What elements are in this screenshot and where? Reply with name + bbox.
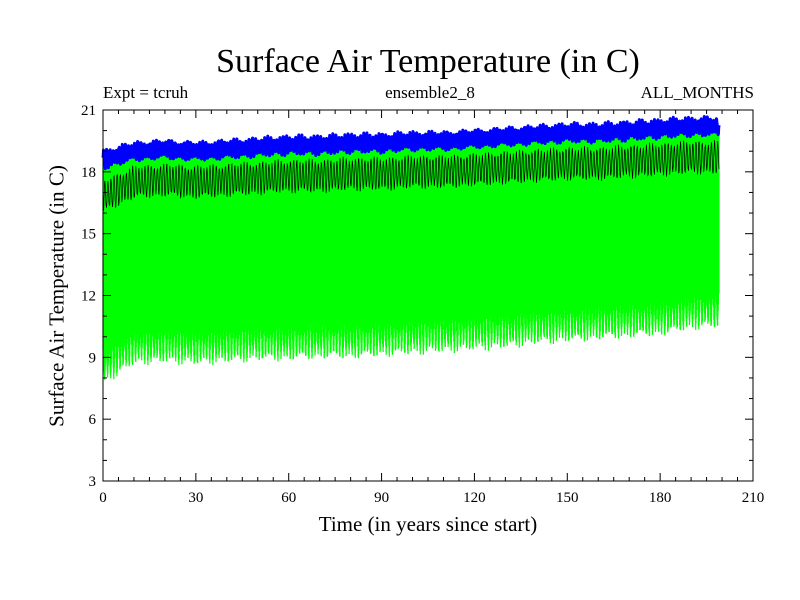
y-tick-label: 12 <box>81 289 96 305</box>
y-tick-label: 6 <box>89 412 97 428</box>
x-tick-label: 90 <box>374 490 389 506</box>
y-tick-label: 18 <box>81 165 96 181</box>
months-label: ALL_MONTHS <box>640 83 754 102</box>
x-tick-label: 30 <box>188 490 203 506</box>
ensemble-label: ensemble2_8 <box>385 83 475 102</box>
y-tick-label: 9 <box>89 350 97 366</box>
x-tick-label: 180 <box>649 490 672 506</box>
series-monthly <box>102 140 720 211</box>
chart-title: Surface Air Temperature (in C) <box>216 43 640 80</box>
y-tick-label: 15 <box>81 227 96 243</box>
y-tick-label: 3 <box>89 474 97 490</box>
x-tick-label: 150 <box>556 490 579 506</box>
y-tick-label: 21 <box>81 103 96 119</box>
series-max <box>101 115 721 171</box>
x-tick-label: 210 <box>742 490 765 506</box>
series-layer <box>101 115 721 380</box>
axes-layer: 0 30 60 90 120 150 180 210 3 6 9 12 15 18 21 <box>81 103 764 506</box>
experiment-label: Expt = tcruh <box>103 83 189 102</box>
x-tick-label: 0 <box>99 490 107 506</box>
x-axis-label: Time (in years since start) <box>318 512 538 536</box>
x-tick-label: 60 <box>281 490 296 506</box>
x-tick-label: 120 <box>463 490 486 506</box>
